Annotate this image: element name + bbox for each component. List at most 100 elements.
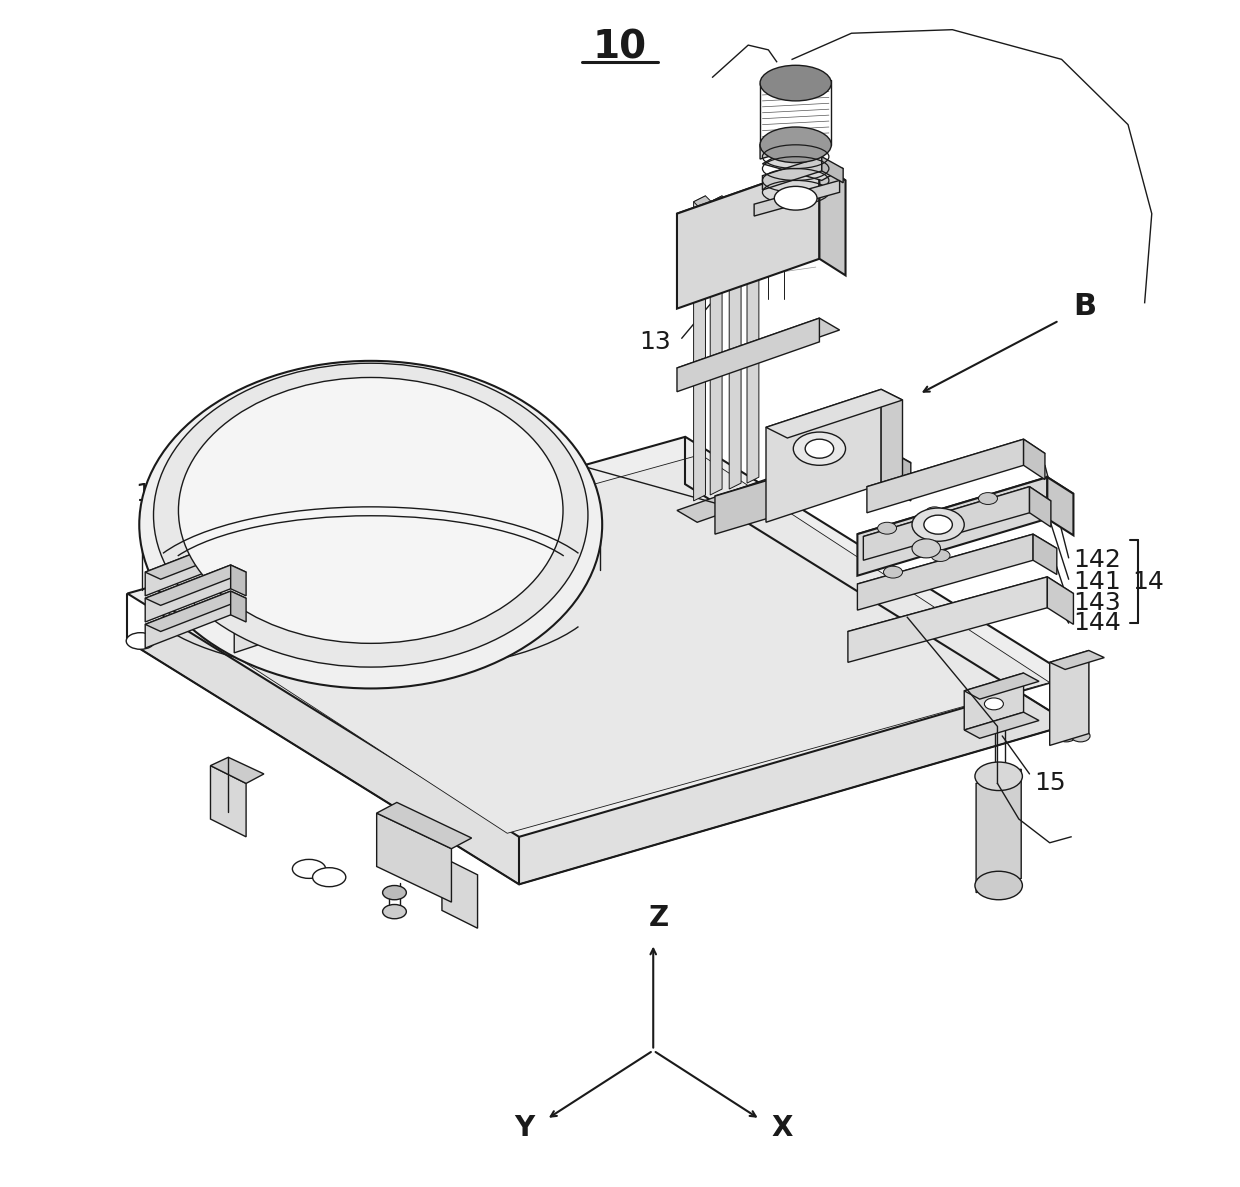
Polygon shape	[976, 769, 1022, 893]
Polygon shape	[128, 437, 1071, 837]
Polygon shape	[848, 577, 1074, 648]
Ellipse shape	[293, 859, 326, 878]
Ellipse shape	[1071, 730, 1090, 742]
Polygon shape	[820, 164, 846, 275]
Polygon shape	[1050, 650, 1105, 669]
Ellipse shape	[794, 432, 846, 465]
Text: 12: 12	[474, 437, 506, 461]
Polygon shape	[711, 196, 728, 208]
Polygon shape	[693, 196, 712, 208]
Text: Y: Y	[515, 1113, 534, 1142]
Polygon shape	[145, 539, 231, 596]
Polygon shape	[231, 565, 246, 596]
Polygon shape	[677, 318, 820, 392]
Polygon shape	[863, 487, 1029, 560]
Ellipse shape	[126, 633, 155, 649]
Text: 141: 141	[1074, 570, 1121, 594]
Ellipse shape	[139, 361, 603, 688]
Polygon shape	[157, 455, 1050, 833]
Polygon shape	[763, 152, 843, 180]
Polygon shape	[766, 389, 882, 522]
Text: 10: 10	[593, 28, 647, 66]
Text: 13: 13	[640, 330, 672, 354]
Polygon shape	[677, 164, 820, 309]
Polygon shape	[231, 591, 246, 622]
Text: 11: 11	[195, 442, 227, 465]
Polygon shape	[145, 591, 231, 648]
Ellipse shape	[1056, 730, 1076, 742]
Polygon shape	[715, 446, 882, 534]
Polygon shape	[448, 528, 495, 546]
Ellipse shape	[312, 868, 346, 887]
Polygon shape	[693, 196, 706, 501]
Polygon shape	[746, 196, 765, 208]
Polygon shape	[867, 439, 1023, 513]
Polygon shape	[145, 565, 246, 605]
Polygon shape	[882, 389, 903, 495]
Ellipse shape	[931, 550, 950, 561]
Polygon shape	[187, 439, 202, 608]
Polygon shape	[128, 484, 1071, 884]
Ellipse shape	[911, 508, 965, 541]
Polygon shape	[234, 558, 281, 576]
Ellipse shape	[383, 886, 407, 900]
Ellipse shape	[154, 363, 588, 667]
Ellipse shape	[805, 439, 833, 458]
Polygon shape	[729, 196, 746, 208]
Polygon shape	[766, 389, 903, 438]
Polygon shape	[965, 712, 1039, 738]
Text: 14: 14	[1132, 570, 1164, 594]
Text: 112: 112	[195, 463, 243, 487]
Polygon shape	[754, 180, 839, 216]
Ellipse shape	[924, 515, 952, 534]
Text: X: X	[773, 1113, 794, 1142]
Text: B: B	[1074, 292, 1097, 320]
Polygon shape	[211, 757, 264, 783]
Polygon shape	[377, 813, 451, 902]
Ellipse shape	[760, 65, 831, 101]
Text: 142: 142	[1074, 548, 1121, 572]
Polygon shape	[760, 133, 801, 159]
Polygon shape	[822, 157, 843, 183]
Text: Z: Z	[649, 903, 670, 932]
Polygon shape	[965, 673, 1023, 730]
Polygon shape	[677, 461, 839, 522]
Polygon shape	[441, 857, 477, 928]
Polygon shape	[1029, 487, 1050, 527]
Ellipse shape	[774, 186, 817, 210]
Polygon shape	[848, 577, 1048, 662]
Polygon shape	[760, 133, 822, 154]
Polygon shape	[729, 196, 742, 489]
Polygon shape	[1033, 534, 1056, 575]
Polygon shape	[857, 534, 1056, 598]
Polygon shape	[857, 477, 1048, 576]
Text: 113: 113	[262, 444, 309, 468]
Ellipse shape	[760, 127, 831, 163]
Ellipse shape	[911, 539, 940, 558]
Polygon shape	[882, 446, 911, 501]
Polygon shape	[377, 802, 471, 849]
Polygon shape	[145, 591, 246, 631]
Polygon shape	[677, 318, 839, 380]
Ellipse shape	[878, 522, 897, 534]
Polygon shape	[202, 374, 394, 594]
Ellipse shape	[884, 566, 903, 578]
Polygon shape	[145, 539, 246, 579]
Ellipse shape	[179, 377, 563, 643]
Polygon shape	[746, 196, 759, 483]
Ellipse shape	[975, 762, 1023, 791]
Text: 144: 144	[1074, 611, 1121, 635]
Text: 15: 15	[1034, 772, 1065, 795]
Polygon shape	[711, 196, 722, 495]
Polygon shape	[145, 565, 231, 622]
Polygon shape	[1048, 477, 1074, 535]
Polygon shape	[965, 673, 1039, 699]
Polygon shape	[1048, 577, 1074, 624]
Ellipse shape	[975, 871, 1023, 900]
Polygon shape	[1023, 439, 1045, 480]
Text: 111: 111	[135, 482, 184, 506]
Polygon shape	[1050, 650, 1089, 745]
Polygon shape	[234, 558, 270, 653]
Polygon shape	[863, 487, 1050, 551]
Ellipse shape	[985, 698, 1003, 710]
